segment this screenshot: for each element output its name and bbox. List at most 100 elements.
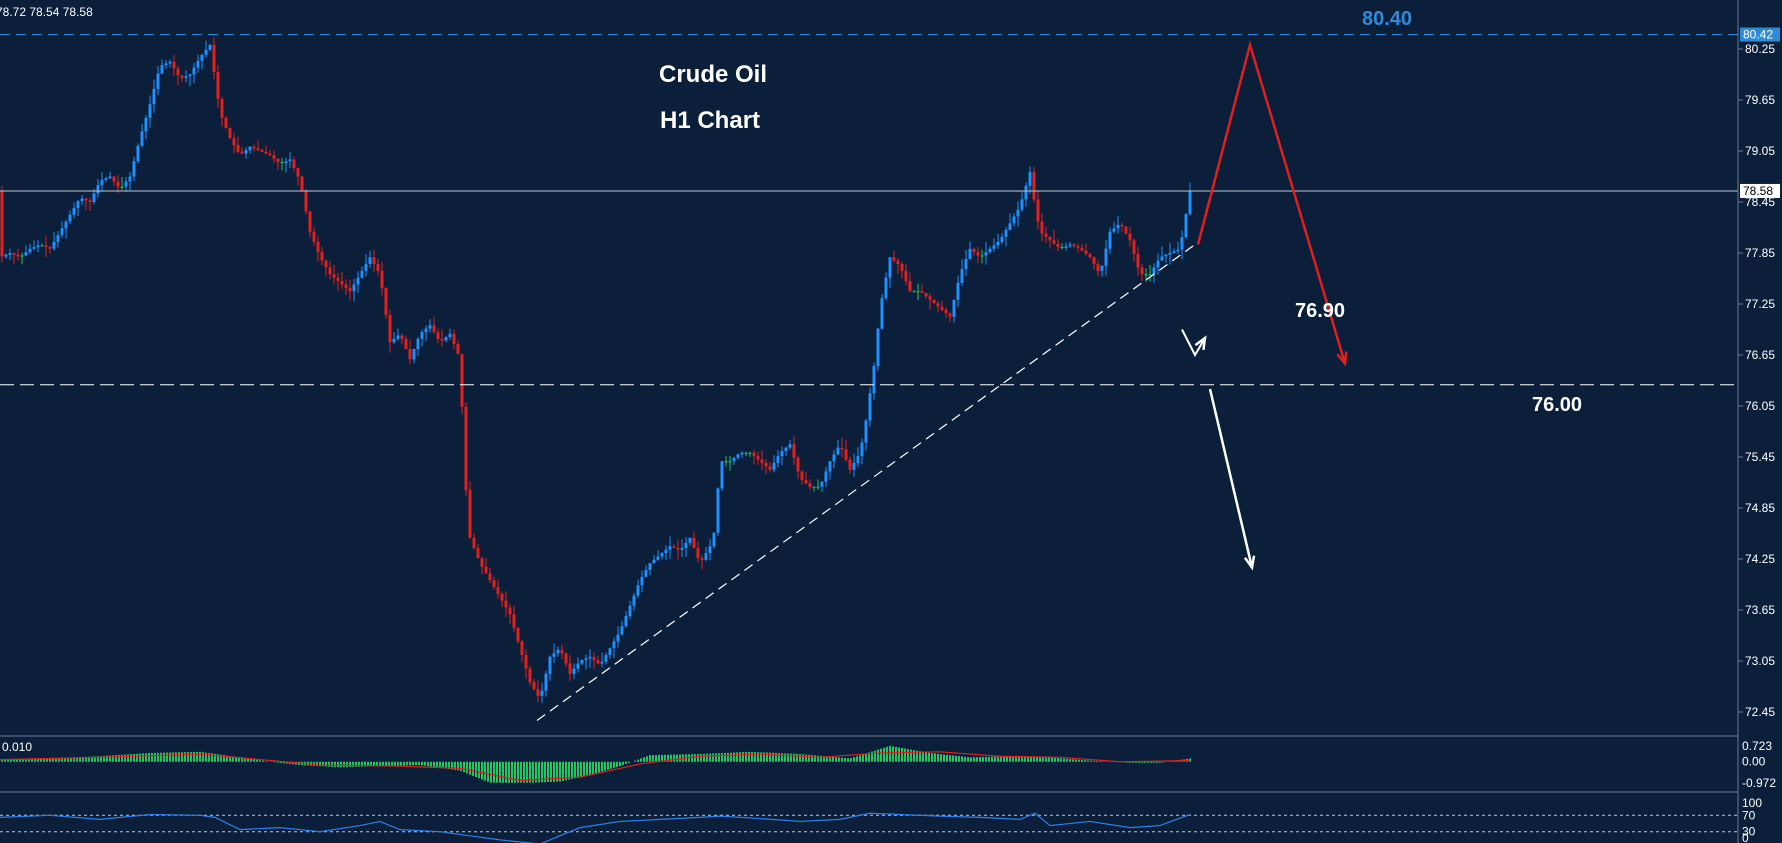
candle-body [992, 245, 996, 249]
candle-body [1048, 236, 1052, 241]
candle-body [316, 241, 320, 253]
candle-body [412, 349, 416, 360]
candle-body [388, 315, 392, 343]
candle-body [712, 532, 716, 547]
candle-body [672, 546, 676, 548]
candle-body [72, 207, 76, 215]
candle-body [308, 211, 312, 232]
candle-body [64, 221, 68, 229]
candle-body [480, 558, 484, 567]
candle-body [344, 284, 348, 288]
chart-subtitle: H1 Chart [660, 107, 760, 134]
candle-body [340, 281, 344, 285]
candle-body [840, 447, 844, 450]
candle-body [36, 245, 40, 248]
candle-body [576, 663, 580, 669]
candle-body [608, 648, 612, 656]
candle-body [684, 542, 688, 548]
forecast-up-arrowhead [1336, 351, 1348, 367]
candle-body [1184, 214, 1188, 238]
candle-body [768, 466, 772, 470]
candles [0, 37, 1192, 704]
candle-body [444, 337, 448, 341]
candle-body [572, 668, 576, 674]
candle-body [664, 549, 668, 554]
candle-body [352, 284, 356, 292]
candle-body [288, 159, 292, 162]
candle-body [252, 146, 256, 149]
candle-body [1088, 253, 1092, 258]
candle-body [76, 201, 80, 208]
candle-body [164, 63, 168, 66]
candle-body [232, 138, 236, 146]
candle-body [952, 299, 956, 317]
candle-body [148, 104, 152, 118]
candle-body [1076, 246, 1080, 248]
candle-body [800, 471, 804, 480]
candle-body [208, 44, 212, 50]
candle-body [1128, 233, 1132, 241]
candle-body [648, 563, 652, 571]
candle-body [556, 649, 560, 654]
rsi-tick-label: 30 [1742, 825, 1756, 839]
candle-body [92, 193, 96, 202]
candle-body [452, 333, 456, 344]
macd-tick-label: 0.00 [1742, 755, 1766, 769]
y-tick-label: 74.25 [1745, 552, 1775, 566]
chart-title: Crude Oil [659, 61, 767, 88]
macd-tick-label: -0.972 [1742, 776, 1776, 790]
candle-body [476, 547, 480, 559]
candle-body [436, 332, 440, 339]
candle-body [1052, 240, 1056, 244]
candle-body [88, 200, 92, 202]
candle-body [976, 252, 980, 256]
candle-body [184, 76, 188, 78]
candle-body [900, 264, 904, 271]
y-tick-label: 79.05 [1745, 144, 1775, 158]
candle-body [520, 641, 524, 656]
candle-body [668, 546, 672, 550]
candle-body [708, 546, 712, 554]
candle-body [200, 54, 204, 61]
target-price-label: 80.42 [1743, 28, 1773, 42]
candle-body [8, 253, 12, 255]
candle-body [828, 461, 832, 472]
forecast-down-arrowhead [1243, 555, 1256, 571]
candle-body [956, 282, 960, 300]
candle-body [1188, 190, 1192, 215]
candle-body [776, 456, 780, 463]
candle-body [20, 255, 24, 257]
candle-body [568, 663, 572, 674]
candle-body [136, 145, 140, 162]
candle-body [132, 161, 136, 177]
candle-body [848, 459, 852, 470]
candle-body [52, 241, 56, 249]
candle-body [1004, 230, 1008, 237]
macd-panel: 0.723 0.00 -0.972 0.010 [0, 739, 1776, 790]
candle-body [188, 74, 192, 77]
candle-body [100, 179, 104, 185]
candle-body [580, 660, 584, 664]
price-axis: 80.25 79.65 79.05 78.45 77.85 77.25 76.65 76.05… [1738, 27, 1780, 719]
forecast-bounce-arrowhead [1194, 335, 1207, 351]
candle-body [888, 257, 892, 278]
ohlc-readout: 78.72 78.54 78.58 [0, 5, 93, 19]
candle-body [820, 481, 824, 487]
y-tick-label: 73.65 [1745, 603, 1775, 617]
candle-body [744, 452, 748, 454]
level-annotation: 76.00 [1532, 394, 1582, 416]
candle-body [16, 254, 20, 257]
candle-body [1016, 209, 1020, 217]
candle-body [612, 641, 616, 649]
candle-body [756, 456, 760, 460]
candle-body [244, 150, 248, 154]
candle-body [716, 488, 720, 533]
target-annotation: 80.40 [1362, 8, 1412, 30]
candle-body [204, 49, 208, 55]
candle-body [1140, 267, 1144, 275]
candle-body [1060, 247, 1064, 249]
overlays [0, 34, 1738, 721]
candle-body [432, 325, 436, 333]
candle-body [732, 457, 736, 462]
candle-body [1120, 224, 1124, 227]
